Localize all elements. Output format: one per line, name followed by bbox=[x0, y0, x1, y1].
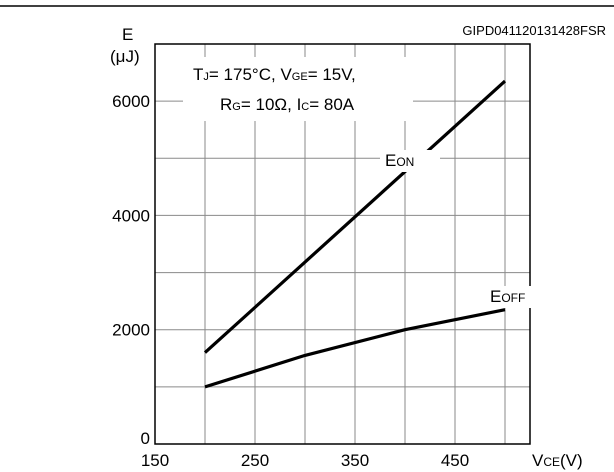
x-axis-label-unit: (V) bbox=[560, 451, 583, 470]
cond-subscript: G bbox=[232, 101, 241, 113]
y-axis-label: E bbox=[122, 25, 133, 44]
conditions-line-1: TJ= 175°C, VGE= 15V, bbox=[193, 65, 356, 84]
x-axis-label: VCE(V) bbox=[532, 451, 583, 470]
x-tick-label: 250 bbox=[241, 451, 269, 470]
cond-symbol: V bbox=[280, 65, 292, 84]
x-axis-label-main: V bbox=[532, 451, 544, 470]
series-label-background bbox=[380, 150, 440, 172]
cond-symbol: R bbox=[220, 95, 232, 114]
series-label-sub: OFF bbox=[501, 291, 525, 305]
y-tick-label: 0 bbox=[141, 429, 150, 448]
conditions-line-2: RG= 10Ω, IC= 80A bbox=[220, 95, 355, 114]
cond-symbol: T bbox=[193, 65, 203, 84]
plot-frame bbox=[154, 43, 531, 445]
x-tick-label: 450 bbox=[441, 451, 469, 470]
conditions-box: TJ= 175°C, VGE= 15V, RG= 10Ω, IC= 80A bbox=[183, 57, 413, 121]
y-tick-label: 4000 bbox=[112, 206, 150, 225]
series-label-sub: ON bbox=[396, 155, 414, 169]
reference-code: GIPD041120131428FSR bbox=[462, 23, 606, 38]
top-strip bbox=[0, 0, 614, 7]
tick-labels: 0 2000 4000 6000 150 250 350 450 bbox=[112, 92, 469, 470]
y-tick-label: 2000 bbox=[112, 321, 150, 340]
series-label-eon: EON bbox=[385, 151, 414, 170]
cond-subscript: GE bbox=[292, 71, 308, 83]
y-axis-unit: (μJ) bbox=[110, 47, 140, 66]
series-label-background bbox=[483, 286, 543, 308]
axis-labels: E(μJ)VCE(V)GIPD041120131428FSR bbox=[110, 23, 606, 470]
series-label-eoff: EOFF bbox=[490, 287, 525, 306]
series-label-main: E bbox=[385, 151, 396, 170]
x-axis-label-sub: CE bbox=[543, 455, 560, 469]
cond-subscript: C bbox=[301, 101, 309, 113]
cond-value: = 15V, bbox=[308, 65, 356, 84]
series-label-main: E bbox=[490, 287, 501, 306]
cond-value: = 175°C, bbox=[209, 65, 281, 84]
series-line-eoff bbox=[204, 308, 506, 389]
x-tick-label: 150 bbox=[141, 451, 169, 470]
conditions-background bbox=[183, 57, 413, 121]
y-tick-label: 6000 bbox=[112, 92, 150, 111]
cond-subscript: J bbox=[203, 71, 209, 83]
x-tick-label: 350 bbox=[341, 451, 369, 470]
series-line-eon bbox=[203, 79, 507, 354]
cond-symbol: I bbox=[297, 95, 302, 114]
cond-value: = 10Ω, bbox=[241, 95, 297, 114]
cond-value: = 80A bbox=[309, 95, 355, 114]
